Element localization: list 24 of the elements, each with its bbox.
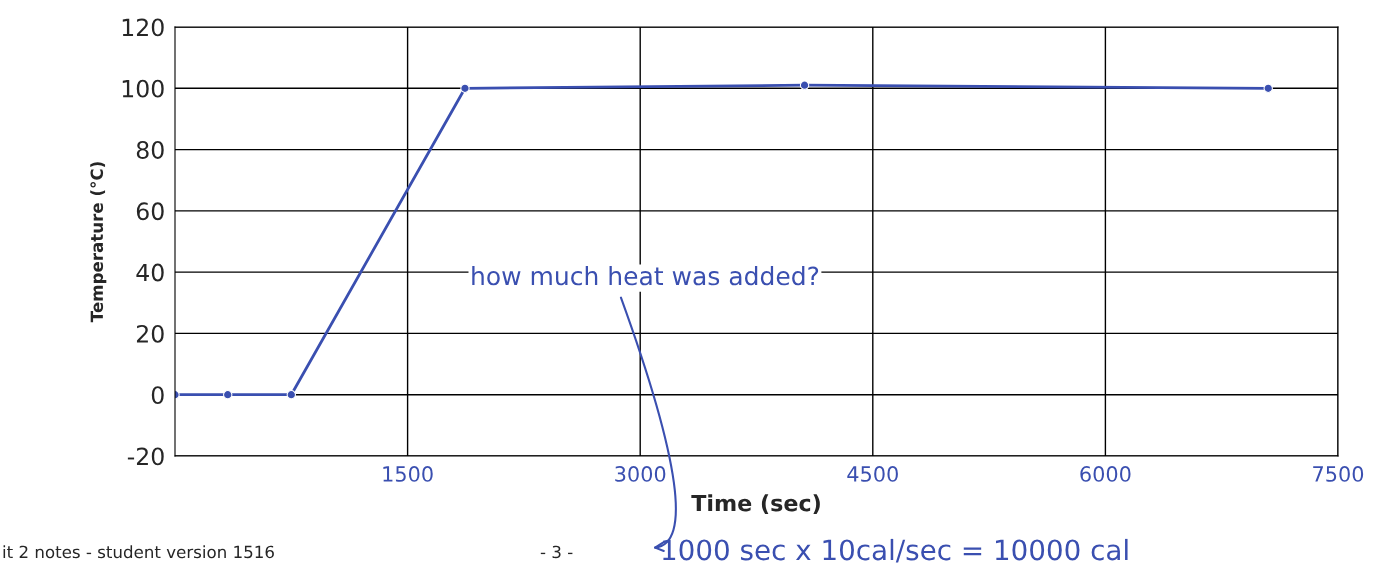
y-tick-label: -20 (127, 447, 164, 466)
y-tick-label: 120 (122, 18, 164, 37)
point (286, 390, 296, 400)
y-tick-label: 40 (136, 263, 164, 282)
x-tick-label: 6000 (1080, 466, 1131, 482)
x-tick-label: 4500 (847, 466, 898, 482)
y-tick-label: 20 (136, 324, 164, 343)
text: - 3 - (540, 545, 573, 559)
x-tick-label: 1500 (383, 466, 433, 482)
annotation: how much heat was added? (472, 266, 819, 286)
y-tick-label: 100 (122, 79, 164, 98)
y-tick-label: 60 (136, 202, 164, 221)
x-axis-title: Time (sec) (691, 494, 820, 515)
point (223, 390, 233, 400)
x-tick-label: 3000 (615, 466, 666, 482)
point (1263, 83, 1273, 93)
point (799, 80, 810, 90)
y-tick-label: 0 (151, 386, 164, 405)
point (460, 83, 470, 93)
x-tick-label: 7500 (1313, 466, 1364, 482)
text: it 2 notes - student version 1516 (3, 545, 274, 559)
text: 1000 sec x 10cal/sec = 10000 cal (663, 538, 1128, 563)
y-axis-title: Temperature (°C) (90, 162, 107, 323)
y-tick-label: 80 (136, 141, 164, 159)
